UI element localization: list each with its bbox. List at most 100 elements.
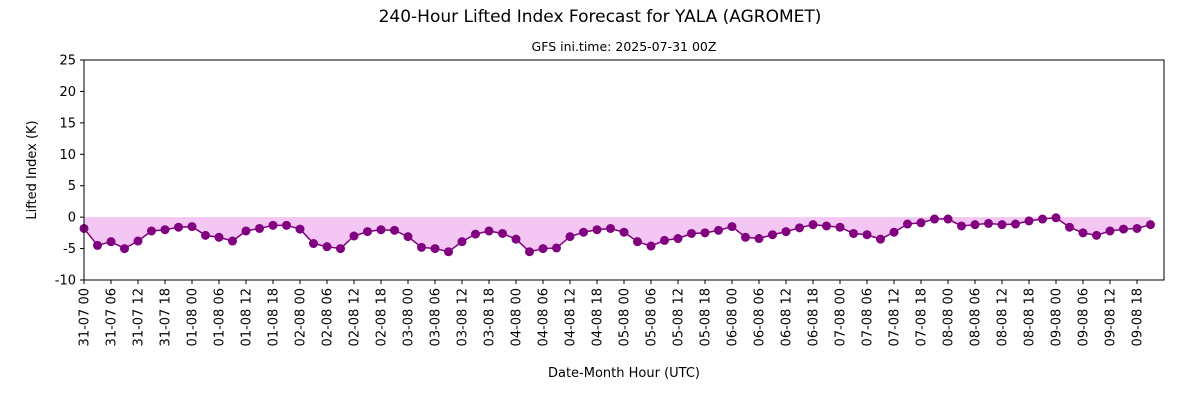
data-point — [417, 242, 426, 252]
data-point — [511, 234, 521, 244]
data-point — [349, 231, 359, 241]
x-tick-label: 06-08 06 — [753, 288, 768, 346]
x-tick-label: 01-08 12 — [240, 288, 255, 346]
data-point — [1092, 230, 1101, 240]
x-tick-label: 01-08 00 — [186, 288, 201, 346]
data-point — [1146, 220, 1155, 230]
data-point — [822, 221, 831, 231]
data-point — [619, 227, 629, 237]
data-point — [201, 230, 210, 240]
x-tick-label: 05-08 06 — [645, 288, 660, 346]
data-point — [808, 220, 818, 230]
data-point — [741, 232, 750, 242]
data-point — [525, 247, 534, 257]
data-point — [876, 234, 885, 244]
y-tick-label: 10 — [59, 148, 76, 163]
data-point — [660, 235, 669, 245]
data-point — [336, 244, 345, 254]
data-point — [444, 247, 453, 257]
data-point — [1078, 228, 1088, 238]
data-point — [309, 239, 318, 249]
x-tick-label: 07-08 18 — [915, 288, 930, 346]
x-tick-label: 02-08 12 — [348, 288, 363, 346]
y-tick-label: -5 — [63, 242, 76, 257]
x-tick-label: 08-08 06 — [969, 288, 984, 346]
x-tick-label: 04-08 18 — [591, 288, 606, 346]
x-tick-label: 07-08 12 — [888, 288, 903, 346]
x-tick-label: 05-08 18 — [699, 288, 714, 346]
x-tick-label: 08-08 18 — [1023, 288, 1038, 346]
data-point — [147, 226, 156, 236]
data-point — [1024, 216, 1034, 226]
x-tick-label: 09-08 18 — [1131, 288, 1146, 346]
data-point — [255, 223, 264, 233]
y-tick-label: 15 — [59, 116, 76, 131]
y-tick-label: -10 — [55, 274, 76, 289]
data-point — [133, 236, 143, 246]
data-point — [862, 230, 872, 240]
data-point — [606, 223, 615, 233]
x-tick-label: 31-07 18 — [159, 288, 174, 346]
y-axis-label: Lifted Index (K) — [25, 120, 40, 219]
data-point — [957, 221, 966, 231]
x-tick-label: 09-08 06 — [1077, 288, 1092, 346]
data-point — [781, 227, 791, 237]
data-point — [889, 227, 899, 237]
data-point — [120, 244, 129, 254]
x-tick-label: 06-08 00 — [726, 288, 741, 346]
x-tick-label: 09-08 12 — [1104, 288, 1119, 346]
x-tick-label: 31-07 12 — [132, 288, 147, 346]
x-tick-label: 04-08 12 — [564, 288, 579, 346]
x-tick-label: 08-08 12 — [996, 288, 1011, 346]
x-tick-label: 03-08 12 — [456, 288, 471, 346]
x-tick-label: 05-08 12 — [672, 288, 687, 346]
data-point — [687, 228, 696, 238]
y-tick-label: 20 — [59, 85, 76, 100]
data-point — [579, 227, 588, 237]
data-point — [228, 236, 237, 246]
data-point — [592, 225, 602, 235]
data-point — [673, 234, 683, 244]
data-point — [646, 241, 656, 251]
data-point — [835, 222, 845, 232]
data-point — [916, 218, 926, 228]
data-point — [376, 225, 386, 235]
data-point — [268, 220, 278, 230]
x-tick-label: 04-08 06 — [537, 288, 552, 346]
data-point — [214, 232, 224, 242]
x-tick-label: 31-07 06 — [105, 288, 120, 346]
x-tick-label: 01-08 06 — [213, 288, 228, 346]
data-point — [187, 222, 197, 232]
data-point — [363, 227, 372, 237]
data-point — [322, 242, 332, 252]
data-point — [484, 226, 494, 236]
data-point — [471, 229, 480, 239]
data-point — [457, 237, 467, 247]
data-point — [795, 223, 804, 233]
x-axis: 31-07 00 31-07 06 31-07 12 31-07 18 01-08 00… — [78, 280, 1146, 346]
data-point — [1119, 224, 1128, 234]
data-point — [498, 228, 507, 238]
x-tick-label: 07-08 06 — [861, 288, 876, 346]
data-point — [565, 232, 575, 242]
data-point — [633, 237, 642, 247]
data-point — [970, 220, 980, 230]
data-point — [1132, 223, 1142, 233]
data-point — [1105, 226, 1115, 236]
x-tick-label: 03-08 18 — [483, 288, 498, 346]
data-point — [997, 220, 1007, 230]
chart-title: 240-Hour Lifted Index Forecast for YALA … — [379, 7, 822, 27]
x-tick-label: 02-08 06 — [321, 288, 336, 346]
data-point — [241, 226, 251, 236]
data-point — [403, 232, 413, 242]
x-tick-label: 04-08 00 — [510, 288, 525, 346]
y-tick-label: 0 — [68, 211, 76, 226]
x-axis-label: Date-Month Hour (UTC) — [548, 366, 700, 381]
data-point — [727, 222, 737, 232]
y-tick-label: 5 — [68, 179, 76, 194]
x-tick-label: 08-08 00 — [942, 288, 957, 346]
x-tick-label: 07-08 00 — [834, 288, 849, 346]
data-point — [714, 225, 723, 235]
